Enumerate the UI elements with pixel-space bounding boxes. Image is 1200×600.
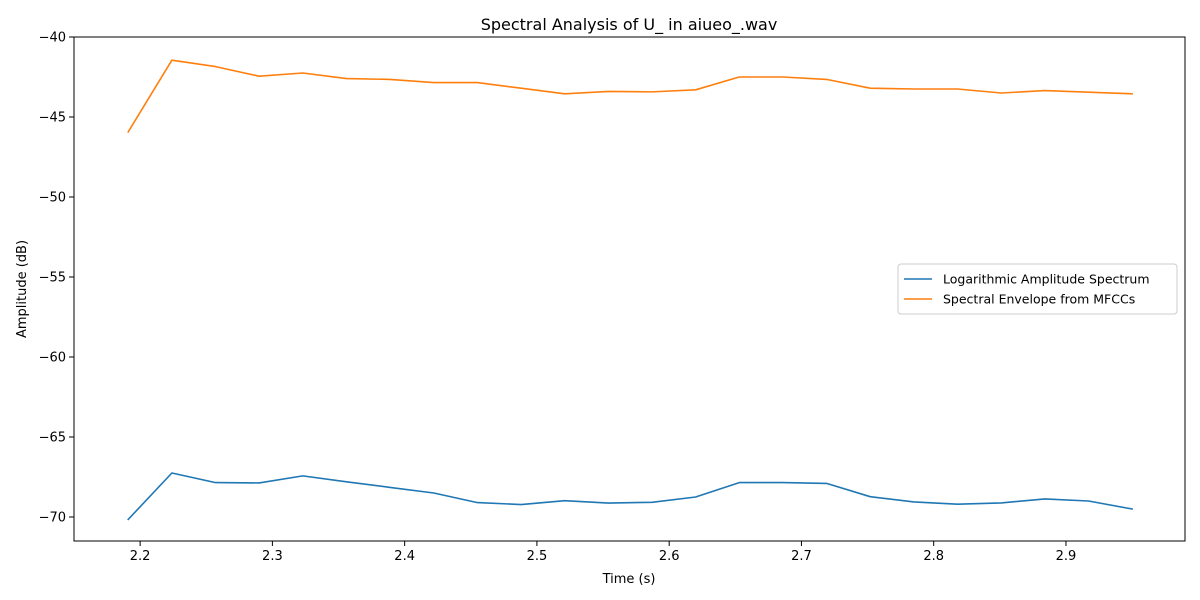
x-axis-label: Time (s) [602, 572, 656, 587]
x-tick-label: 2.3 [262, 549, 283, 564]
x-tick-label: 2.9 [1056, 549, 1077, 564]
y-axis-label: Amplitude (dB) [15, 240, 30, 338]
y-tick-label: −40 [39, 31, 66, 46]
legend-label-1: Logarithmic Amplitude Spectrum [943, 272, 1150, 287]
plot-area-frame [73, 36, 1186, 542]
x-axis: 2.2 2.3 2.4 2.5 2.6 2.7 2.8 2.9 [130, 541, 1077, 564]
y-tick-label: −60 [39, 351, 66, 366]
y-tick-label: −65 [39, 431, 66, 446]
legend-label-2: Spectral Envelope from MFCCs [943, 292, 1135, 307]
y-axis: −70 −65 −60 −55 −50 −45 −40 [39, 31, 74, 526]
x-tick-label: 2.4 [394, 549, 415, 564]
legend: Logarithmic Amplitude Spectrum Spectral E… [897, 263, 1178, 315]
y-tick-label: −45 [39, 111, 66, 126]
x-tick-label: 2.5 [527, 549, 548, 564]
x-tick-label: 2.7 [791, 549, 812, 564]
x-tick-label: 2.8 [923, 549, 944, 564]
series-line-1 [127, 472, 1134, 521]
y-tick-label: −70 [39, 511, 66, 526]
y-tick-label: −55 [39, 271, 66, 286]
y-tick-label: −50 [39, 191, 66, 206]
series-lines [127, 59, 1134, 521]
legend-box [897, 263, 1178, 315]
chart-title: Spectral Analysis of U_ in aiueo_.wav [481, 15, 778, 35]
series-line-2 [127, 59, 1133, 133]
x-tick-label: 2.6 [659, 549, 680, 564]
x-tick-label: 2.2 [130, 549, 151, 564]
